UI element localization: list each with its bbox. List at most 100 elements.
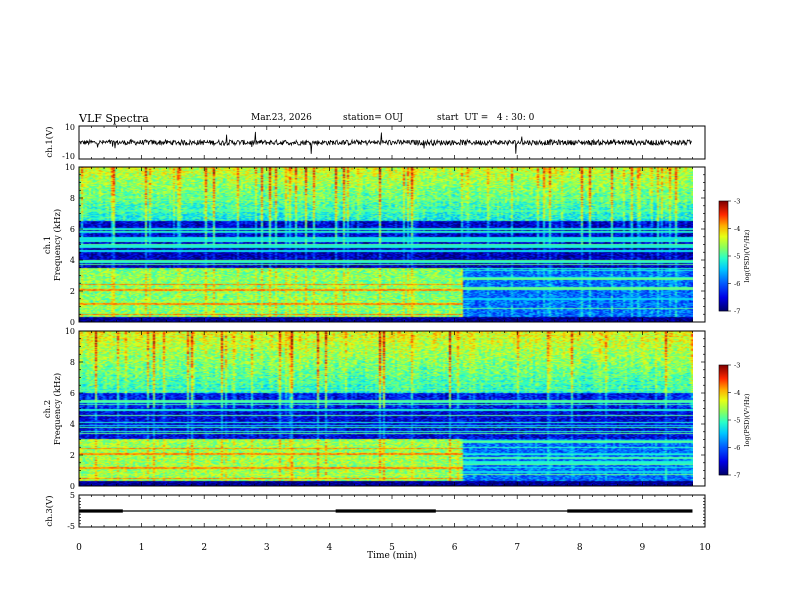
ch2-colorbar-band	[719, 457, 728, 459]
ch1-spectrogram-ylabel: ch.1	[43, 236, 53, 254]
ch1-colorbar-tick-label: -4	[734, 225, 740, 233]
ch1-colorbar-band	[719, 299, 728, 301]
y-tick-label: 2	[70, 451, 75, 460]
ch1-colorbar-band	[719, 224, 728, 226]
ch1-colorbar-band	[719, 279, 728, 281]
ch2-colorbar-band	[719, 445, 728, 447]
ch1-colorbar-band	[719, 302, 728, 304]
ch1-colorbar-tick-label: -7	[734, 308, 740, 316]
ch2-colorbar-band	[719, 368, 728, 370]
ch2-colorbar-band	[719, 395, 728, 397]
ch2-colorbar-band	[719, 431, 728, 433]
ch1-colorbar-band	[719, 227, 728, 229]
ch1-colorbar-band	[719, 285, 728, 287]
ch1-colorbar-band	[719, 251, 728, 253]
y-tick-label: 6	[70, 225, 75, 234]
ch1-spectrogram-ticks: 0 2 4 6 8 10	[65, 163, 706, 327]
ch1-colorbar-band	[719, 291, 728, 293]
ch1-colorbar-band	[719, 242, 728, 244]
ch1-colorbar-band	[719, 240, 728, 242]
ch2-colorbar-band	[719, 377, 728, 379]
ch2-colorbar-band	[719, 378, 728, 380]
ch2-colorbar-band	[719, 382, 728, 384]
ch1-colorbar-band	[719, 229, 728, 231]
ch2-colorbar-band	[719, 449, 728, 451]
ch2-colorbar-band	[719, 388, 728, 390]
ch2-colorbar-band	[719, 426, 728, 428]
ch1-colorbar-band	[719, 248, 728, 250]
ch1-colorbar-band	[719, 244, 728, 246]
ch1-colorbar-label: log(PSD)(V²/Hz)	[743, 229, 751, 282]
ch2-colorbar-band	[719, 420, 728, 422]
ch2-colorbar-band	[719, 434, 728, 436]
ch1-spectrogram-image	[79, 167, 693, 322]
ch1-colorbar-band	[719, 245, 728, 247]
ch1-colorbar-band	[719, 225, 728, 227]
ch1-colorbar-band	[719, 212, 728, 214]
ch2-colorbar-band	[719, 373, 728, 375]
x-axis: 0 1 2 3 4 5 6 7 8 9 10 Time (min)	[76, 543, 711, 561]
ch2-colorbar-band	[719, 404, 728, 406]
ch2-colorbar-band	[719, 401, 728, 403]
ch1-colorbar-band	[719, 287, 728, 289]
x-tick-label: 1	[139, 543, 145, 553]
ch2-colorbar-band	[719, 429, 728, 431]
ch2-colorbar-tick-label: -7	[734, 472, 740, 480]
panel-ch2-spectrogram: 0 2 4 6 8 10	[65, 327, 706, 491]
ch2-colorbar-band	[719, 472, 728, 474]
ch1-colorbar-band	[719, 217, 728, 219]
ch1-colorbar-band	[719, 296, 728, 298]
y-tick-label: -10	[62, 152, 75, 161]
ch1-colorbar-band	[719, 254, 728, 256]
y-tick-label: 6	[70, 389, 75, 398]
ch2-colorbar-band	[719, 469, 728, 471]
ch1-colorbar-band	[719, 284, 728, 286]
ch2-colorbar-band	[719, 371, 728, 373]
ch1-colorbar-band	[719, 206, 728, 208]
ch1-colorbar-band	[719, 271, 728, 273]
y-tick-label: 0	[70, 318, 75, 327]
ch2-colorbar-band	[719, 438, 728, 440]
y-tick-label: 4	[70, 256, 75, 265]
ch2-colorbar-band	[719, 384, 728, 386]
ch2-colorbar-band	[719, 473, 728, 475]
ch2-colorbar-band	[719, 462, 728, 464]
ch1-colorbar-band	[719, 292, 728, 294]
ch2-spectrogram-ticks: 0 2 4 6 8 10	[65, 327, 706, 491]
ch1-colorbar-band	[719, 300, 728, 302]
ch2-spectrogram-ylabel: Frequency (kHz)	[52, 373, 63, 445]
ch1-colorbar-band	[719, 247, 728, 249]
ch2-colorbar-band	[719, 433, 728, 435]
ch2-colorbar-band	[719, 375, 728, 377]
ch1-colorbar-band	[719, 268, 728, 270]
ch2-colorbar-band	[719, 402, 728, 404]
ch1-colorbar-band	[719, 238, 728, 240]
ch2-colorbar-band	[719, 436, 728, 438]
ch2-colorbar-band	[719, 442, 728, 444]
ch2-colorbar-band	[719, 390, 728, 392]
ch2-colorbar-band	[719, 367, 728, 369]
ch1-colorbar-band	[719, 266, 728, 268]
y-tick-label: 5	[70, 491, 75, 500]
ch2-colorbar-tick-label: -4	[734, 389, 740, 397]
ch1-colorbar-tick-label: -5	[734, 253, 740, 261]
ch2-colorbar-band	[719, 411, 728, 413]
ch2-colorbar-band	[719, 372, 728, 374]
ch2-colorbar-band	[719, 432, 728, 434]
ch1-colorbar-band	[719, 243, 728, 245]
ch1-colorbar-band	[719, 230, 728, 232]
ch1-colorbar-band	[719, 221, 728, 223]
ch1-colorbar-band	[719, 202, 728, 204]
ch1-colorbar-band	[719, 215, 728, 217]
ch2-colorbar-band	[719, 369, 728, 371]
ch1-colorbar-band	[719, 253, 728, 255]
ch2-colorbar-band	[719, 435, 728, 437]
ch2-colorbar-band	[719, 474, 728, 476]
ch1-colorbar-band	[719, 269, 728, 271]
ch2-colorbar-band	[719, 387, 728, 389]
ch2-colorbar-band	[719, 421, 728, 423]
ch1-waveform-ticks: 10 -10	[62, 123, 706, 161]
ch1-colorbar-band	[719, 228, 728, 230]
ch1-colorbar-band	[719, 260, 728, 262]
ch1-colorbar-band	[719, 235, 728, 237]
